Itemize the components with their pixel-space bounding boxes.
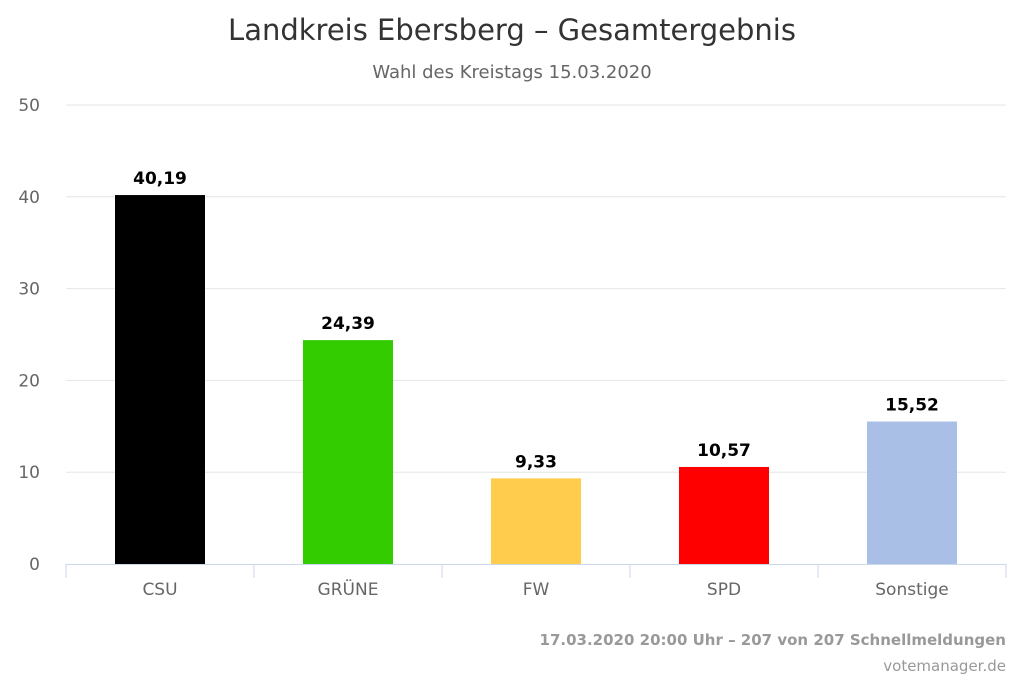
x-axis: CSU GRÜNE FW SPD Sonstige <box>65 564 1007 600</box>
y-tick-label: 30 <box>18 280 40 300</box>
bar-gr-ne <box>303 340 393 564</box>
bar-spd <box>679 466 769 564</box>
data-label: 40,19 <box>133 169 187 189</box>
x-tick-label: CSU <box>142 580 177 600</box>
y-tick-label: 0 <box>29 555 40 575</box>
x-tick-label: FW <box>523 580 550 600</box>
data-label: 24,39 <box>321 314 375 334</box>
footer-credit: votemanager.de <box>883 657 1006 675</box>
bars <box>115 195 957 565</box>
data-label: 15,52 <box>885 396 939 416</box>
footer-status: 17.03.2020 20:00 Uhr – 207 von 207 Schne… <box>540 631 1006 649</box>
x-tick-label: Sonstige <box>875 580 948 600</box>
data-label: 9,33 <box>515 452 557 472</box>
gridlines <box>66 104 1006 473</box>
x-tick-label: SPD <box>707 580 741 600</box>
bar-fw <box>491 478 581 564</box>
y-tick-label: 50 <box>18 96 40 116</box>
x-tick-label: GRÜNE <box>318 578 379 600</box>
chart-title: Landkreis Ebersberg – Gesamtergebnis <box>228 13 796 47</box>
data-labels: 40,19 24,39 9,33 10,57 15,52 <box>133 169 939 472</box>
data-label: 10,57 <box>697 441 751 461</box>
y-axis-ticks: 0 10 20 30 40 50 <box>18 96 40 575</box>
chart-subtitle: Wahl des Kreistags 15.03.2020 <box>372 62 651 83</box>
y-tick-label: 40 <box>18 188 40 208</box>
y-tick-label: 20 <box>18 371 40 391</box>
y-tick-label: 10 <box>18 463 40 483</box>
bar-sonstige <box>867 421 957 564</box>
bar-csu <box>115 195 205 565</box>
